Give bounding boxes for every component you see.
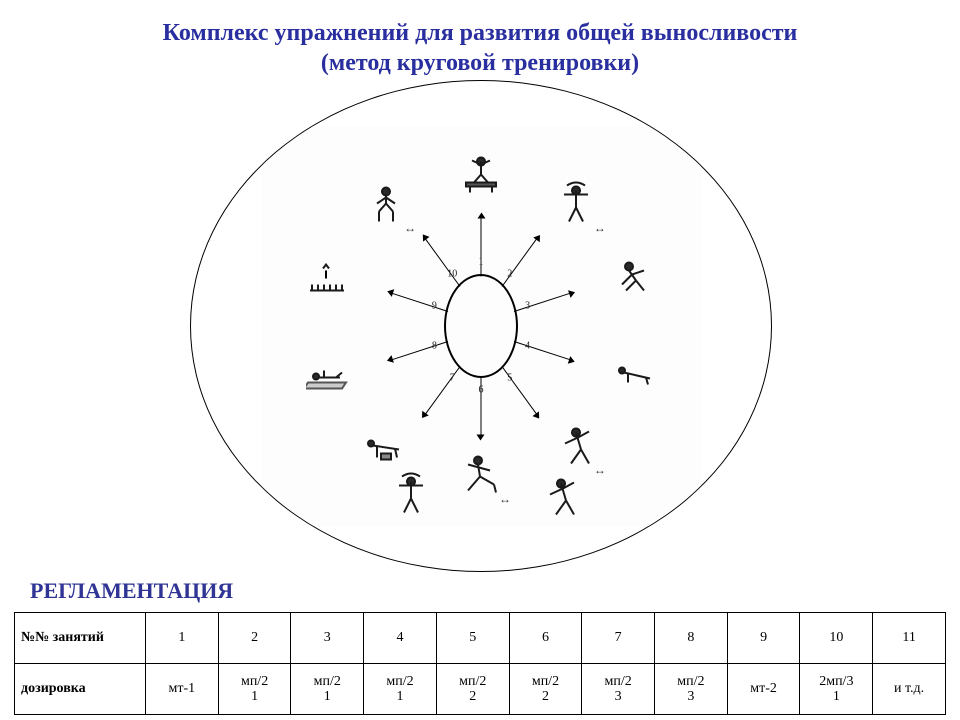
station-number: 3 bbox=[525, 301, 530, 312]
table-row: №№ занятий 1234567891011 bbox=[15, 613, 946, 664]
table-cell: мп/2 1 bbox=[218, 664, 291, 715]
table-cell: и т.д. bbox=[873, 664, 946, 715]
exercise-station bbox=[460, 452, 502, 499]
oval-spoke bbox=[481, 217, 482, 277]
page-title: Комплекс упражнений для развития общей в… bbox=[0, 18, 960, 78]
station-number: 5 bbox=[507, 372, 512, 383]
table-cell: мп/2 1 bbox=[291, 664, 364, 715]
rules-table: №№ занятий 1234567891011 дозировка мт-1м… bbox=[14, 612, 946, 715]
center-oval-wrap bbox=[444, 274, 518, 378]
motion-arrow-icon: ↔ bbox=[594, 221, 606, 236]
table-cell: мт-2 bbox=[727, 664, 800, 715]
oval-spoke bbox=[390, 341, 447, 360]
oval-spoke bbox=[390, 292, 447, 311]
table-cell: 4 bbox=[364, 613, 437, 664]
table-cell: 3 bbox=[291, 613, 364, 664]
oval-spoke bbox=[514, 341, 571, 360]
motion-arrow-icon: ↔ bbox=[594, 463, 606, 478]
station-number: 8 bbox=[432, 340, 437, 351]
exercise-station bbox=[390, 473, 432, 520]
motion-arrow-icon: ↔ bbox=[404, 221, 416, 236]
outer-circle: 1 2 ↔ 3 4 5 ↔ 6 ↔ 7 8 9 10 ↔ bbox=[190, 80, 772, 572]
table-cell: мп/2 2 bbox=[509, 664, 582, 715]
exercise-station bbox=[365, 181, 407, 228]
table-cell: мп/2 3 bbox=[582, 664, 655, 715]
motion-arrow-icon: ↔ bbox=[499, 492, 511, 507]
station-number: 1 bbox=[479, 257, 484, 268]
exercise-station bbox=[555, 424, 597, 471]
center-oval bbox=[444, 274, 518, 378]
exercise-diagram: 1 2 ↔ 3 4 5 ↔ 6 ↔ 7 8 9 10 ↔ bbox=[261, 126, 701, 526]
exercise-station bbox=[540, 475, 582, 522]
exercise-station bbox=[306, 349, 348, 396]
station-number: 4 bbox=[525, 340, 530, 351]
table-cell: 7 bbox=[582, 613, 655, 664]
table-cell: мп/2 1 bbox=[364, 664, 437, 715]
table-cell: 2мп/3 1 bbox=[800, 664, 873, 715]
table-cell: 10 bbox=[800, 613, 873, 664]
table-cell: мп/2 3 bbox=[655, 664, 728, 715]
table-cell: 5 bbox=[436, 613, 509, 664]
row-header: дозировка bbox=[15, 664, 146, 715]
page: Комплекс упражнений для развития общей в… bbox=[0, 0, 960, 720]
exercise-station bbox=[306, 256, 348, 303]
table-cell: 6 bbox=[509, 613, 582, 664]
table-cell: 8 bbox=[655, 613, 728, 664]
table-cell: 9 bbox=[727, 613, 800, 664]
station-number: 6 bbox=[479, 385, 484, 396]
station-number: 2 bbox=[507, 269, 512, 280]
table-cell: мп/2 2 bbox=[436, 664, 509, 715]
station-number: 9 bbox=[432, 301, 437, 312]
section-label: РЕГЛАМЕНТАЦИЯ bbox=[30, 578, 233, 604]
table-cell: 1 bbox=[146, 613, 219, 664]
station-number: 7 bbox=[450, 372, 455, 383]
table-cell: 11 bbox=[873, 613, 946, 664]
exercise-station bbox=[555, 181, 597, 228]
table-row: дозировка мт-1мп/2 1мп/2 1мп/2 1мп/2 2мп… bbox=[15, 664, 946, 715]
exercise-station bbox=[365, 424, 407, 471]
exercise-station bbox=[614, 256, 656, 303]
oval-spoke bbox=[514, 292, 571, 311]
table-cell: 2 bbox=[218, 613, 291, 664]
station-number: 10 bbox=[447, 269, 457, 280]
row-header: №№ занятий bbox=[15, 613, 146, 664]
exercise-station bbox=[460, 153, 502, 200]
table-cell: мт-1 bbox=[146, 664, 219, 715]
exercise-station bbox=[614, 349, 656, 396]
